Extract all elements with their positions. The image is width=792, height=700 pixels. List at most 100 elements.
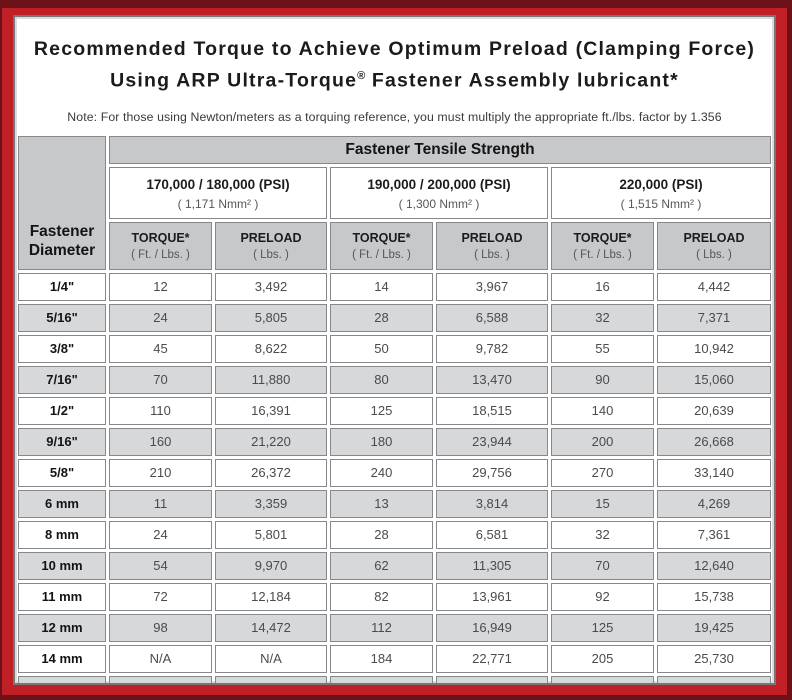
tensile-strength-row: Fastener Diameter Fastener Tensile Stren… [18, 135, 771, 270]
torque-unit: ( Ft. / Lbs. ) [131, 248, 190, 261]
preload-value-cell: 21,220 [215, 427, 327, 456]
torque-value-cell: 184 [330, 644, 433, 673]
preload-value-cell: 33,140 [657, 458, 771, 487]
fastener-diameter-cell: 5/16" [18, 303, 106, 332]
preload-value-cell: 29,664 [436, 675, 548, 683]
torque-label: TORQUE* [352, 230, 411, 245]
fastener-diameter-cell: 9/16" [18, 427, 106, 456]
preload-label: PRELOAD [461, 230, 523, 245]
preload-value-cell: 26,372 [215, 458, 327, 487]
preload-value-cell: 22,771 [436, 644, 548, 673]
preload-value-cell: 6,588 [436, 303, 548, 332]
table-row: 5/8" 210 26,372 240 29,756 270 33,140 [18, 458, 771, 487]
torque-column-header: TORQUE* ( Ft. / Lbs. ) [330, 221, 433, 270]
fastener-diameter-cell: 8 mm [18, 520, 106, 549]
torque-column-header: TORQUE* ( Ft. / Lbs. ) [551, 221, 654, 270]
title-line-2: Using ARP Ultra-Torque® Fastener Assembl… [15, 63, 774, 95]
torque-value-cell: 98 [109, 613, 212, 642]
torque-value-cell: 24 [109, 520, 212, 549]
table-row: 11 mm 72 12,184 82 13,961 92 15,738 [18, 582, 771, 611]
torque-value-cell: 11 [109, 489, 212, 518]
nmm-value: ( 1,171 Nmm² ) [177, 196, 259, 211]
content-panel: Recommended Torque to Achieve Optimum Pr… [13, 15, 776, 685]
table-row: 8 mm 24 5,801 28 6,581 32 7,361 [18, 520, 771, 549]
preload-column-header: PRELOAD ( Lbs. ) [436, 221, 548, 270]
title-line-2-text: Using ARP Ultra-Torque [110, 69, 358, 92]
preload-value-cell: 13,470 [436, 365, 548, 394]
nmm-value: ( 1,515 Nmm² ) [620, 196, 702, 211]
torque-value-cell: 82 [330, 582, 433, 611]
torque-value-cell: 140 [551, 396, 654, 425]
preload-value-cell: N/A [215, 644, 327, 673]
preload-value-cell: 3,359 [215, 489, 327, 518]
preload-unit: ( Lbs. ) [696, 248, 732, 261]
torque-value-cell: 13 [330, 489, 433, 518]
torque-value-cell: 14 [330, 272, 433, 301]
torque-label: TORQUE* [131, 230, 190, 245]
page-title: Recommended Torque to Achieve Optimum Pr… [15, 17, 774, 95]
preload-value-cell: 3,492 [215, 272, 327, 301]
preload-value-cell: 16,391 [215, 396, 327, 425]
torque-value-cell: 45 [109, 334, 212, 363]
preload-value-cell: 3,814 [436, 489, 548, 518]
torque-value-cell: 16 [551, 272, 654, 301]
psi-group-190-200: 190,000 / 200,000 (PSI) ( 1,300 Nmm² ) [330, 166, 548, 219]
table-row: 10 mm 54 9,970 62 11,305 70 12,640 [18, 551, 771, 580]
fastener-diameter-cell: 5/8" [18, 458, 106, 487]
preload-value-cell: 5,801 [215, 520, 327, 549]
preload-value-cell: 6,581 [436, 520, 548, 549]
fastener-diameter-cell: 7/16" [18, 365, 106, 394]
preload-value-cell: 3,967 [436, 272, 548, 301]
preload-value-cell: 4,269 [657, 489, 771, 518]
preload-value-cell: 5,805 [215, 303, 327, 332]
title-line-2-tail: Fastener Assembly lubricant* [365, 69, 679, 92]
preload-value-cell: 33,519 [657, 675, 771, 683]
preload-value-cell: 10,942 [657, 334, 771, 363]
fastener-diameter-cell: 14 mm [18, 644, 106, 673]
torque-value-cell: 270 [551, 458, 654, 487]
preload-value-cell: N/A [215, 675, 327, 683]
torque-unit: ( Ft. / Lbs. ) [352, 248, 411, 261]
torque-value-cell: 160 [109, 427, 212, 456]
preload-value-cell: 19,425 [657, 613, 771, 642]
psi-value: 190,000 / 200,000 (PSI) [367, 176, 511, 192]
torque-value-cell: 32 [551, 303, 654, 332]
torque-value-cell: 12 [109, 272, 212, 301]
torque-value-cell: 92 [551, 582, 654, 611]
preload-value-cell: 20,639 [657, 396, 771, 425]
torque-value-cell: 80 [330, 365, 433, 394]
preload-value-cell: 9,970 [215, 551, 327, 580]
fastener-diameter-cell: 6 mm [18, 489, 106, 518]
table-row: 5/16" 24 5,805 28 6,588 32 7,371 [18, 303, 771, 332]
torque-value-cell: 90 [551, 365, 654, 394]
preload-label: PRELOAD [240, 230, 302, 245]
table-row: 16 mmN/AN/A24429,66427233,519 [18, 675, 771, 683]
torque-unit: ( Ft. / Lbs. ) [573, 248, 632, 261]
torque-value-cell: 70 [551, 551, 654, 580]
torque-value-cell: 55 [551, 334, 654, 363]
column-header-row: TORQUE* ( Ft. / Lbs. ) PRELOAD ( Lbs. ) … [18, 221, 771, 270]
fastener-diameter-cell: 16 mm [18, 675, 106, 683]
torque-value-cell: 28 [330, 520, 433, 549]
preload-column-header: PRELOAD ( Lbs. ) [657, 221, 771, 270]
table-row: 14 mm N/A N/A 184 22,771 205 25,730 [18, 644, 771, 673]
psi-group-170-180: 170,000 / 180,000 (PSI) ( 1,171 Nmm² ) [109, 166, 327, 219]
psi-group-220: 220,000 (PSI) ( 1,515 Nmm² ) [551, 166, 771, 219]
psi-group-row: 170,000 / 180,000 (PSI) ( 1,171 Nmm² ) 1… [18, 166, 771, 219]
torque-value-cell: N/A [109, 644, 212, 673]
preload-value-cell: 16,949 [436, 613, 548, 642]
preload-value-cell: 12,640 [657, 551, 771, 580]
psi-value: 170,000 / 180,000 (PSI) [146, 176, 290, 192]
preload-value-cell: 12,184 [215, 582, 327, 611]
preload-value-cell: 9,782 [436, 334, 548, 363]
table-row: 9/16" 160 21,220 180 23,944 200 26,668 [18, 427, 771, 456]
table-row: 7/16" 70 11,880 80 13,470 90 15,060 [18, 365, 771, 394]
table-row: 6 mm 11 3,359 13 3,814 15 4,269 [18, 489, 771, 518]
torque-value-cell: 54 [109, 551, 212, 580]
fastener-diameter-cell: 12 mm [18, 613, 106, 642]
preload-value-cell: 18,515 [436, 396, 548, 425]
preload-value-cell: 15,060 [657, 365, 771, 394]
table-row: 3/8" 45 8,622 50 9,782 55 10,942 [18, 334, 771, 363]
registered-trademark-symbol: ® [357, 70, 366, 82]
note-text: Note: For those using Newton/meters as a… [67, 109, 722, 124]
